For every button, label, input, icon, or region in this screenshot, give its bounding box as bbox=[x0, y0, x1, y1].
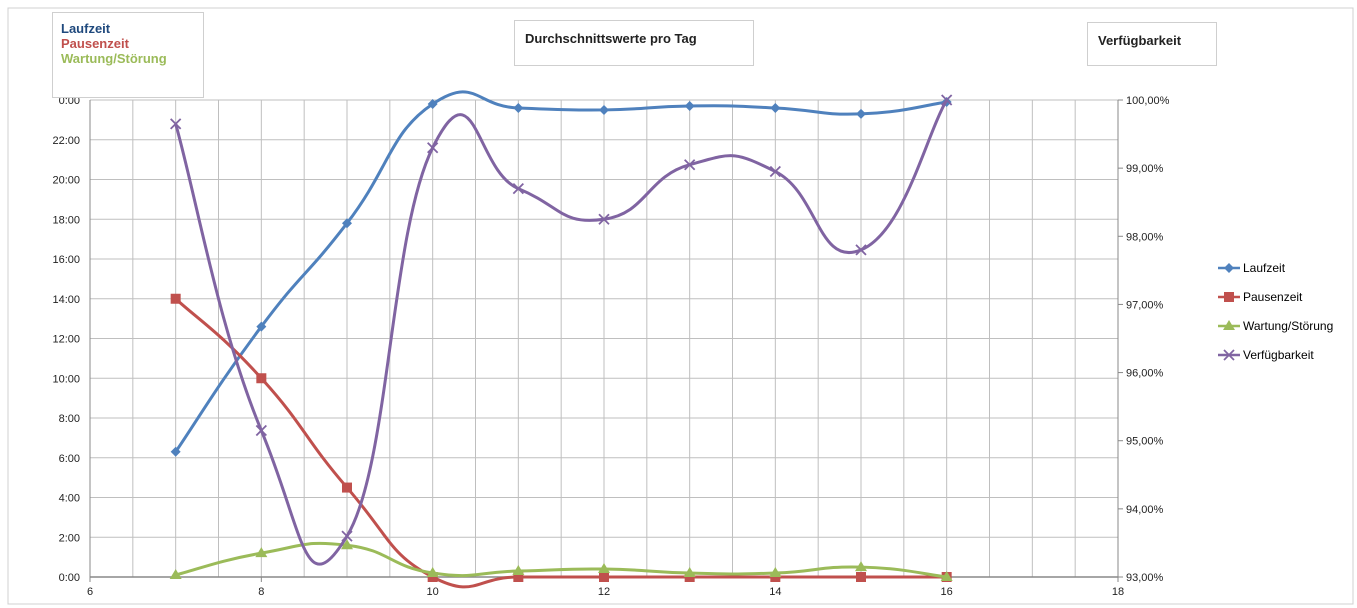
series-2-point bbox=[170, 293, 181, 304]
x-tick-label: 6 bbox=[87, 586, 93, 598]
legend-series-4-marker-stroke bbox=[1223, 349, 1235, 361]
y-left-tick-label: 16:00 bbox=[52, 254, 80, 266]
y-left-tick-label: 0:00 bbox=[59, 95, 80, 107]
legend-series-4-marker bbox=[1223, 349, 1235, 361]
series-1-point bbox=[770, 102, 781, 113]
y-left-tick-label: 8:00 bbox=[59, 413, 80, 425]
series-3-point bbox=[855, 561, 867, 572]
legend-series-1-label: Laufzeit bbox=[1243, 261, 1286, 275]
series-4-point-stroke bbox=[598, 213, 610, 225]
right-axis-title-box: Verfügbarkeit bbox=[1087, 22, 1217, 66]
x-tick-label: 18 bbox=[1112, 586, 1124, 598]
series-3-line bbox=[175, 541, 947, 579]
series-2-point bbox=[856, 572, 866, 582]
series-3-point bbox=[598, 563, 610, 574]
series-1-point bbox=[342, 218, 352, 229]
series-4-point bbox=[427, 142, 439, 154]
y-right-tick-label: 98,00% bbox=[1126, 231, 1164, 243]
series-4-point-stroke bbox=[255, 424, 267, 437]
series-4-point bbox=[684, 159, 696, 171]
legend-series-3-marker bbox=[1223, 320, 1235, 330]
legend-series-2-marker bbox=[1224, 292, 1234, 302]
series-4-point-stroke bbox=[855, 244, 867, 256]
series-4-point-stroke bbox=[427, 142, 439, 154]
series-2-point bbox=[342, 482, 352, 493]
series-4-point bbox=[512, 182, 524, 195]
series-1-point bbox=[856, 108, 866, 119]
series-4-point bbox=[255, 424, 267, 437]
y-right-tick-label: 95,00% bbox=[1126, 436, 1164, 448]
legend-series-1-marker bbox=[1224, 263, 1234, 273]
legend-layer: Laufzeit Pausenzeit Wartung/Störung Verfügb… bbox=[1218, 261, 1333, 362]
x-tick-label: 12 bbox=[598, 586, 610, 598]
y-left-tick-label: 14:00 bbox=[52, 294, 80, 306]
series-1-point bbox=[684, 100, 695, 111]
x-tick-label: 14 bbox=[769, 586, 781, 598]
y-left-tick-label: 6:00 bbox=[59, 453, 80, 465]
legend-series-2-label: Pausenzeit bbox=[1243, 290, 1303, 304]
y-left-tick-label: 12:00 bbox=[52, 334, 80, 346]
y-left-tick-label: 20:00 bbox=[52, 175, 80, 187]
legend-series-4-label: Verfügbarkeit bbox=[1243, 348, 1314, 362]
series-1-point bbox=[513, 102, 524, 113]
y-left-tick-label: 18:00 bbox=[52, 214, 80, 226]
y-left-tick-label: 10:00 bbox=[52, 373, 80, 385]
series-3-point bbox=[426, 567, 439, 578]
series-4-point-stroke bbox=[941, 94, 953, 106]
series-4-point bbox=[855, 244, 867, 256]
legend-series-3-label: Wartung/Störung bbox=[1243, 319, 1333, 333]
series-2-point bbox=[256, 373, 267, 384]
series-title-box: Laufzeit Pausenzeit Wartung/Störung bbox=[52, 12, 204, 98]
series-1-point bbox=[256, 321, 267, 332]
series-3-point bbox=[341, 539, 353, 550]
series-title-wartung: Wartung/Störung bbox=[61, 51, 167, 66]
series-4-point-stroke bbox=[341, 530, 353, 542]
series-title-pausenzeit: Pausenzeit bbox=[61, 36, 129, 51]
chart-title: Durchschnittswerte pro Tag bbox=[525, 31, 697, 46]
series-4-point bbox=[170, 118, 182, 130]
right-axis-title: Verfügbarkeit bbox=[1098, 33, 1182, 48]
series-4-point-stroke bbox=[769, 165, 781, 178]
series-3-point bbox=[255, 547, 268, 558]
x-tick-label: 10 bbox=[427, 586, 439, 598]
series-2-point bbox=[599, 572, 609, 582]
series-1-point bbox=[170, 446, 181, 457]
y-right-tick-label: 100,00% bbox=[1126, 95, 1170, 107]
series-4-point bbox=[941, 94, 953, 106]
x-tick-label: 16 bbox=[941, 586, 953, 598]
series-1-point bbox=[427, 98, 438, 109]
chart-outer-border bbox=[7, 7, 1354, 605]
series-2-line bbox=[174, 297, 947, 589]
series-4-line bbox=[174, 99, 948, 566]
series-4-point bbox=[341, 530, 353, 542]
y-left-tick-label: 22:00 bbox=[52, 135, 80, 147]
series-4-point bbox=[598, 213, 610, 225]
series-layer bbox=[169, 90, 953, 589]
y-left-tick-label: 2:00 bbox=[59, 532, 80, 544]
y-right-tick-label: 94,00% bbox=[1126, 504, 1164, 516]
series-3-point bbox=[169, 569, 182, 580]
series-4-point bbox=[769, 165, 781, 178]
y-left-tick-label: 0:00 bbox=[59, 572, 80, 584]
y-right-tick-label: 96,00% bbox=[1126, 368, 1164, 380]
x-tick-label: 8 bbox=[258, 586, 264, 598]
series-2-point bbox=[513, 572, 524, 582]
y-left-tick-label: 4:00 bbox=[59, 493, 80, 505]
series-3-point bbox=[940, 571, 953, 581]
y-right-tick-label: 97,00% bbox=[1126, 299, 1164, 311]
series-3-point bbox=[683, 567, 696, 578]
series-title-laufzeit: Laufzeit bbox=[61, 21, 111, 36]
series-3-point bbox=[769, 567, 782, 578]
chart-title-box: Durchschnittswerte pro Tag bbox=[514, 20, 754, 66]
y-right-tick-label: 93,00% bbox=[1126, 572, 1164, 584]
series-4-point-stroke bbox=[684, 159, 696, 171]
y-right-tick-label: 99,00% bbox=[1126, 163, 1164, 175]
series-3-point bbox=[512, 565, 525, 576]
series-4-point-stroke bbox=[170, 118, 182, 130]
series-1-point bbox=[599, 104, 609, 115]
series-4-point-stroke bbox=[512, 182, 524, 195]
